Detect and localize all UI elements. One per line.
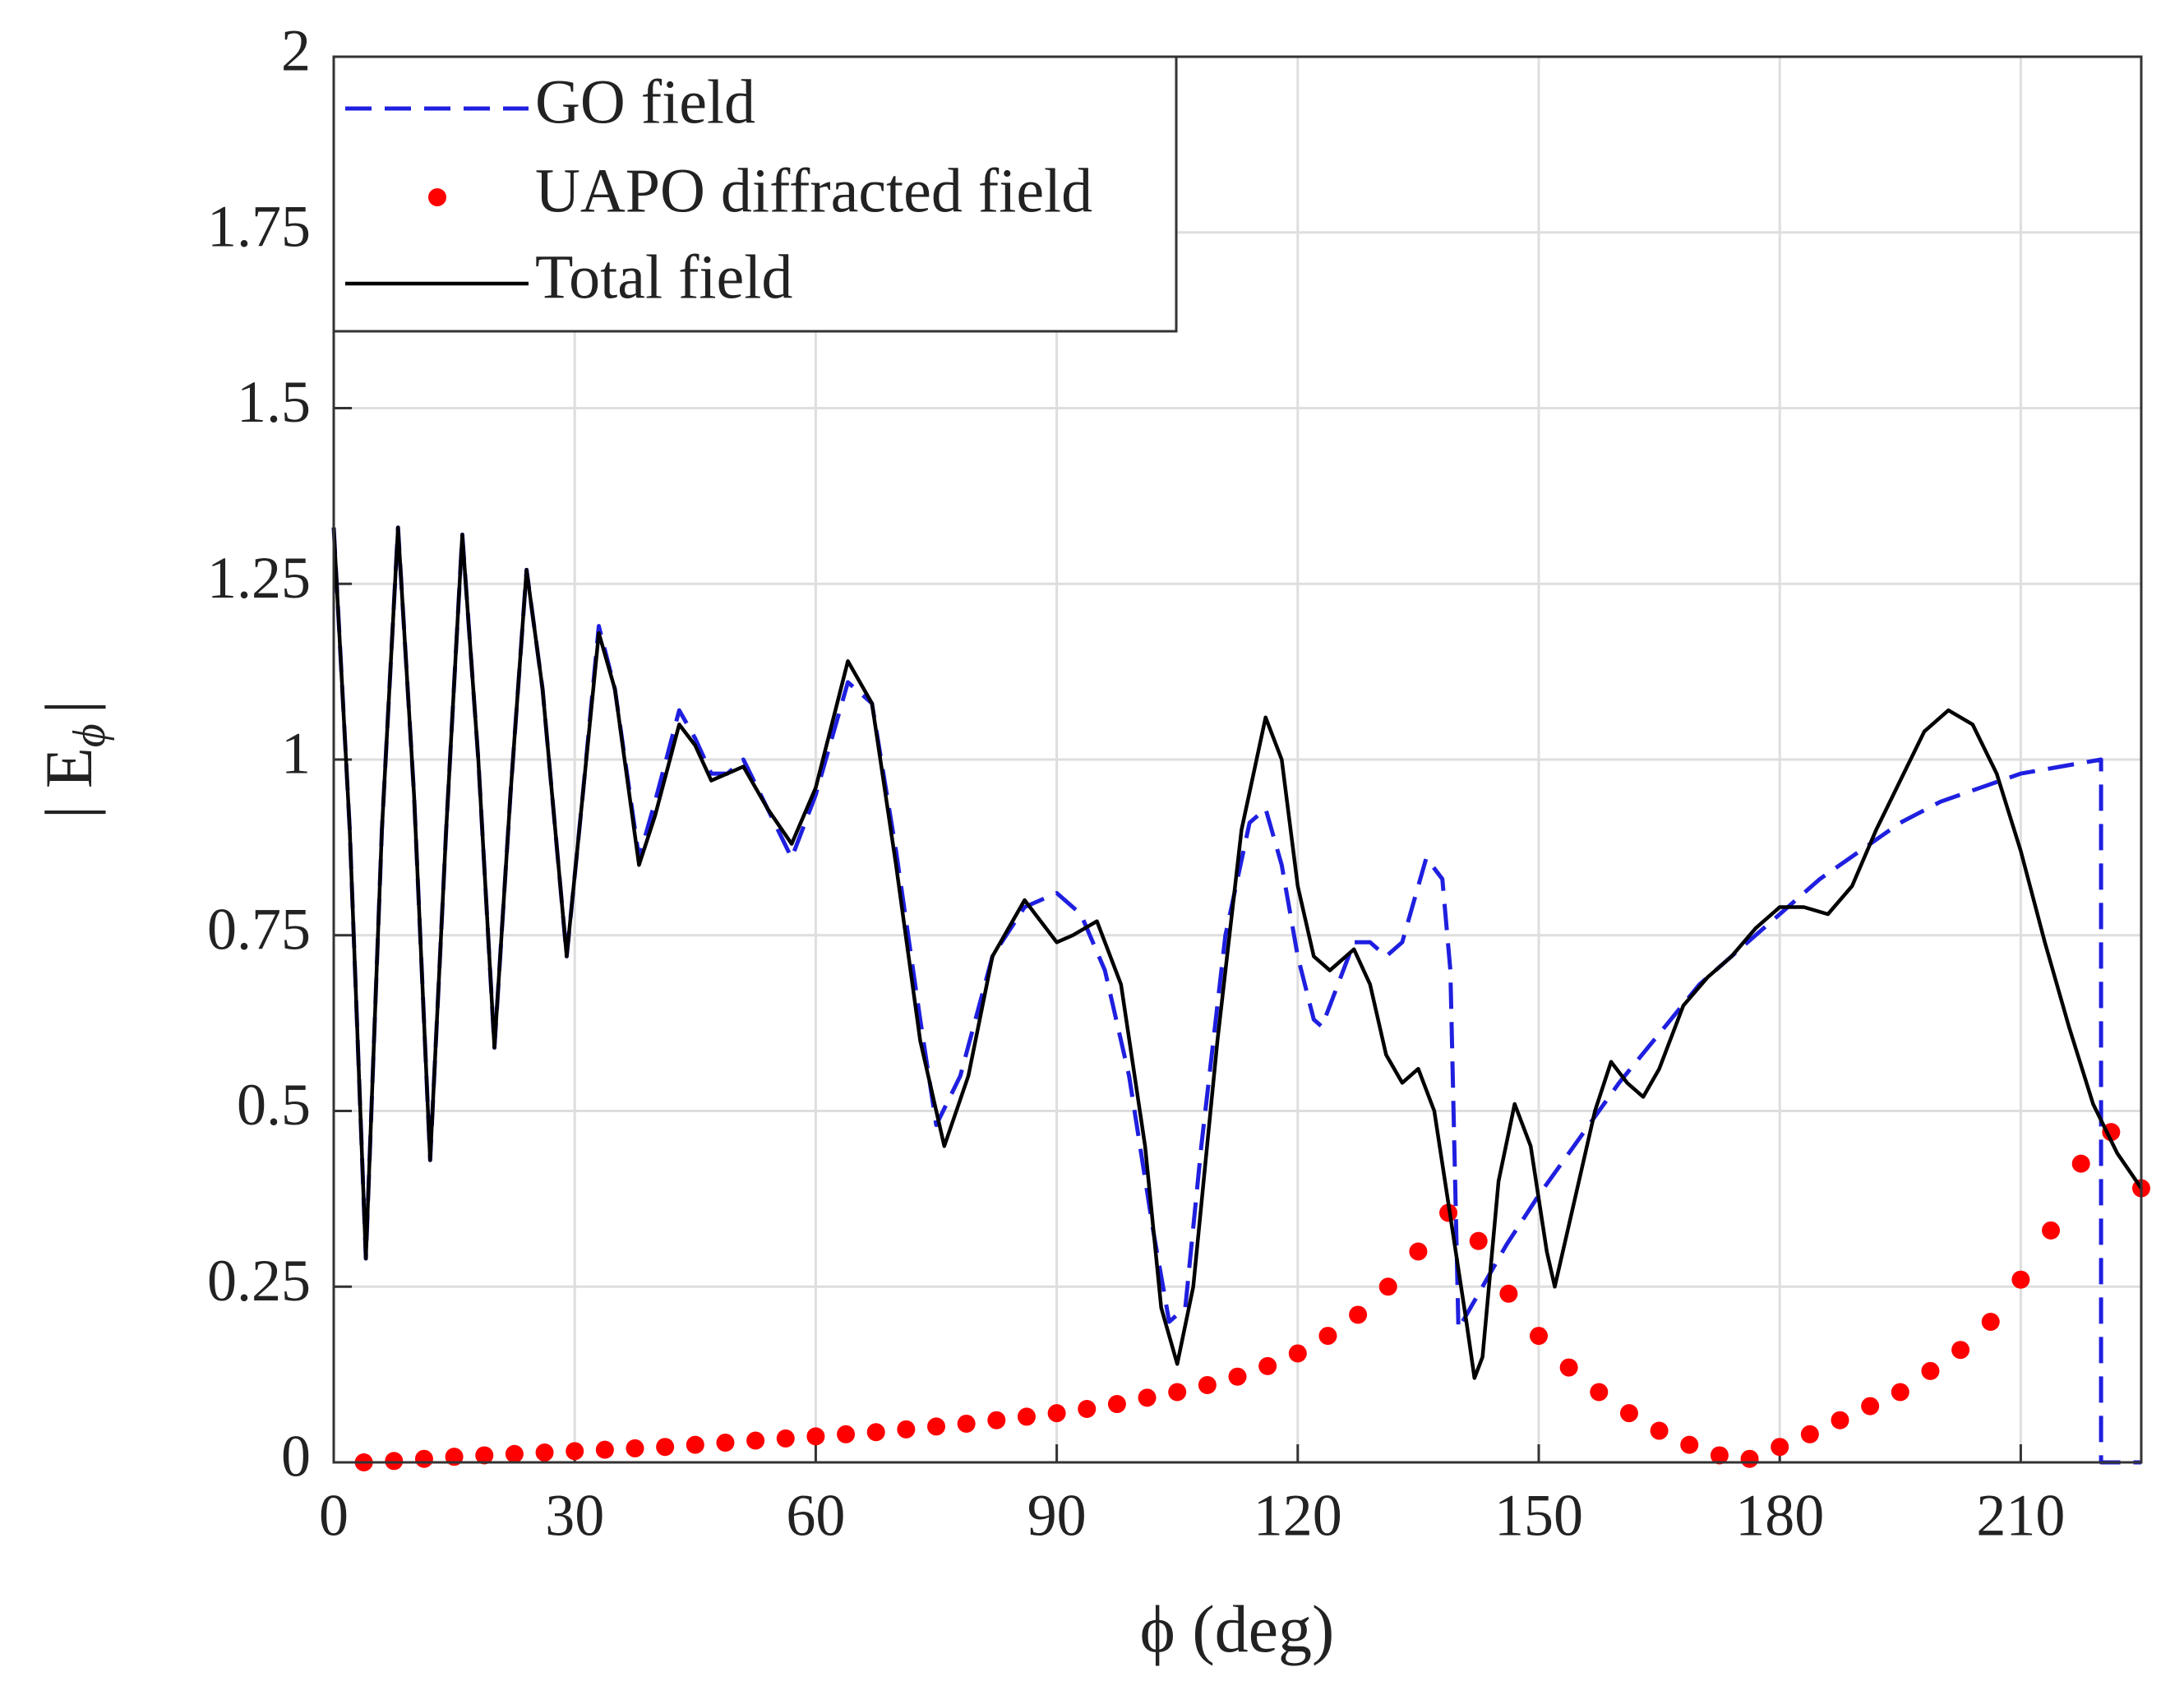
data-point xyxy=(2042,1221,2061,1240)
legend-label: Total field xyxy=(535,242,792,312)
data-point xyxy=(1288,1344,1307,1363)
data-point xyxy=(1168,1383,1187,1402)
data-point xyxy=(1349,1305,1368,1324)
data-point xyxy=(1318,1327,1337,1346)
data-point xyxy=(1258,1356,1277,1375)
plot-area xyxy=(331,525,2150,1471)
legend-label: GO field xyxy=(535,67,755,136)
y-tick-label: 0.75 xyxy=(207,896,311,962)
data-point xyxy=(776,1429,795,1448)
x-tick-label: 150 xyxy=(1494,1483,1583,1549)
data-point xyxy=(1590,1383,1609,1402)
y-label-end: | xyxy=(31,700,106,714)
data-point xyxy=(1831,1411,1849,1429)
data-point xyxy=(1650,1421,1669,1440)
data-point xyxy=(1107,1395,1126,1414)
y-axis-label: | Eϕ | xyxy=(31,700,115,819)
y-tick-label: 0.5 xyxy=(237,1072,311,1138)
data-point xyxy=(897,1420,916,1439)
data-point xyxy=(1530,1327,1548,1346)
legend-label: UAPO diffracted field xyxy=(535,156,1092,225)
data-point xyxy=(475,1446,494,1465)
y-label-main: | E xyxy=(31,747,106,819)
data-point xyxy=(746,1431,765,1450)
data-point xyxy=(987,1411,1006,1429)
x-tick-label: 120 xyxy=(1254,1483,1342,1549)
y-tick-label: 1.5 xyxy=(237,369,311,435)
data-point xyxy=(686,1435,704,1454)
data-point xyxy=(806,1427,825,1446)
data-point xyxy=(385,1452,404,1471)
y-tick-label: 1 xyxy=(281,721,311,787)
y-tick-label: 2 xyxy=(281,18,311,84)
data-point xyxy=(1861,1397,1880,1416)
axes-frame xyxy=(332,55,2143,1464)
series-line xyxy=(331,525,2141,1465)
x-tick-label: 90 xyxy=(1027,1483,1087,1549)
data-point xyxy=(535,1443,554,1462)
data-point xyxy=(1017,1407,1036,1426)
data-point xyxy=(1409,1242,1428,1261)
x-tick-label: 0 xyxy=(319,1483,349,1549)
data-point xyxy=(957,1414,976,1433)
series-line xyxy=(331,525,2143,1380)
data-point xyxy=(1891,1383,1909,1402)
data-point xyxy=(1378,1277,1397,1296)
data-point xyxy=(1951,1341,1970,1360)
data-point xyxy=(1740,1449,1759,1468)
x-axis-label: ϕ (deg) xyxy=(1140,1591,1335,1666)
data-point xyxy=(626,1439,644,1457)
y-label-sub: ϕ xyxy=(64,723,115,747)
data-point xyxy=(1499,1284,1518,1303)
x-tick-label: 180 xyxy=(1735,1483,1824,1549)
x-tick-label: 210 xyxy=(1976,1483,2065,1549)
legend-box xyxy=(332,55,1178,333)
y-tick-label: 0.25 xyxy=(207,1248,311,1314)
data-point xyxy=(1138,1388,1157,1407)
data-point xyxy=(1921,1361,1940,1380)
data-point xyxy=(1078,1400,1097,1419)
y-tick-label: 1.25 xyxy=(207,545,311,611)
data-point xyxy=(1228,1367,1247,1386)
data-point xyxy=(1981,1313,2000,1331)
data-point xyxy=(866,1423,885,1442)
data-point xyxy=(2011,1270,2030,1289)
data-point xyxy=(837,1425,856,1443)
data-point xyxy=(927,1417,945,1436)
data-point xyxy=(1198,1375,1217,1394)
data-point xyxy=(505,1444,524,1463)
y-tick-label: 1.75 xyxy=(207,193,311,259)
data-point xyxy=(1710,1446,1729,1465)
data-point xyxy=(2071,1154,2090,1173)
data-point xyxy=(1800,1425,1819,1443)
data-point xyxy=(716,1434,735,1453)
data-point xyxy=(1619,1404,1638,1423)
data-point xyxy=(1469,1231,1488,1250)
legend: GO field UAPO diffracted field Total field xyxy=(332,55,1178,333)
x-tick-label: 30 xyxy=(545,1483,604,1549)
legend-swatch xyxy=(428,188,446,206)
data-point xyxy=(414,1449,433,1468)
data-point xyxy=(566,1442,584,1461)
data-point xyxy=(1559,1358,1578,1377)
x-tick-label: 60 xyxy=(786,1483,845,1549)
data-point xyxy=(656,1438,675,1457)
y-tick-label: 0 xyxy=(281,1424,311,1489)
data-point xyxy=(1680,1435,1699,1454)
data-point xyxy=(1047,1404,1066,1423)
data-point xyxy=(595,1440,614,1459)
data-point xyxy=(1771,1438,1789,1457)
